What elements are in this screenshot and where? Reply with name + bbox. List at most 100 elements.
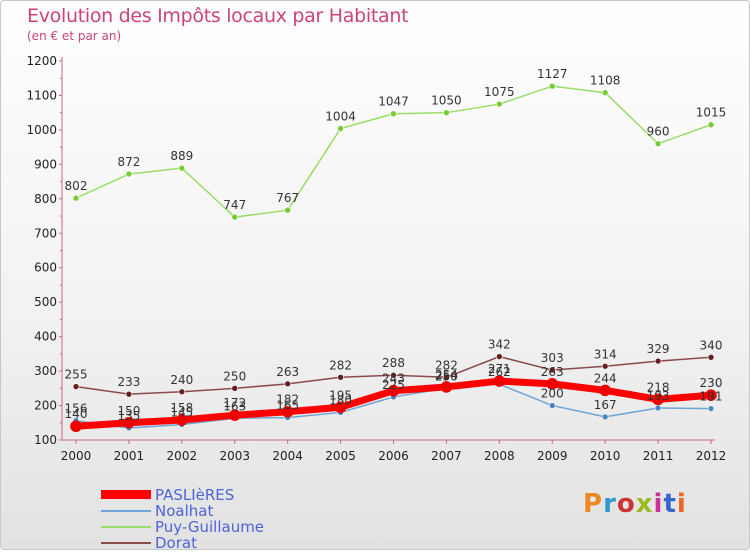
data-label-dorat: 303 [541, 351, 564, 365]
series-layer [70, 82, 717, 433]
data-point-puy-guillaume [72, 194, 80, 202]
data-label-puy-guillaume: 872 [117, 155, 140, 169]
data-label-puy-guillaume: 1004 [325, 110, 356, 124]
data-point-puy-guillaume [548, 82, 556, 90]
y-tick-label: 100 [34, 433, 57, 447]
x-tick-label: 2002 [167, 449, 198, 463]
legend-swatch [101, 510, 151, 512]
data-label-pasli-res: 150 [117, 404, 140, 418]
data-point-pasli-res [705, 389, 717, 402]
y-tick-label: 700 [34, 226, 57, 240]
data-label-noalhat: 165 [276, 399, 299, 413]
data-point-dorat [72, 383, 80, 390]
x-tick-label: 2009 [537, 449, 568, 463]
x-tick-label: 2001 [114, 449, 145, 463]
data-label-dorat: 342 [488, 338, 511, 352]
data-point-pasli-res [387, 384, 400, 397]
data-point-puy-guillaume [496, 100, 503, 108]
data-label-pasli-res: 158 [170, 401, 193, 415]
data-label-pasli-res: 230 [700, 376, 723, 390]
data-label-puy-guillaume: 1050 [431, 94, 462, 108]
legend-label: Noalhat [155, 502, 214, 520]
x-tick-label: 2007 [431, 449, 462, 463]
data-label-noalhat: 193 [647, 389, 670, 403]
legend-swatch [101, 542, 151, 544]
data-point-dorat [231, 385, 239, 392]
data-label-dorat: 263 [276, 365, 299, 379]
data-label-pasli-res: 172 [223, 396, 246, 410]
y-tick-label: 900 [34, 157, 57, 171]
logo-letter: i [653, 489, 664, 519]
data-point-dorat [548, 366, 556, 374]
legend-swatch [101, 526, 151, 528]
data-label-dorat: 329 [647, 342, 670, 356]
x-tick-label: 2012 [696, 449, 727, 463]
data-point-dorat [178, 388, 186, 396]
x-tick-label: 2006 [378, 449, 409, 463]
x-tick-label: 2003 [219, 449, 250, 463]
data-label-pasli-res: 254 [435, 368, 458, 382]
data-labels-layer: 802 872 889 747 767 1004 1047 1050 1075 1127 1108 9… [65, 67, 727, 423]
data-label-puy-guillaume: 1127 [537, 67, 568, 81]
data-point-pasli-res [546, 378, 559, 390]
data-label-noalhat: 145 [170, 405, 193, 419]
y-tick-label: 600 [34, 261, 57, 275]
data-point-noalhat [601, 413, 609, 421]
data-label-dorat: 288 [382, 356, 405, 370]
data-label-puy-guillaume: 767 [276, 191, 299, 205]
data-label-noalhat: 163 [223, 399, 246, 413]
data-label-noalhat: 262 [488, 365, 511, 379]
data-label-dorat: 240 [170, 373, 193, 387]
data-point-noalhat [707, 405, 715, 412]
y-tick-label: 1200 [26, 54, 57, 68]
data-label-pasli-res: 195 [329, 388, 352, 402]
data-label-dorat: 314 [594, 347, 617, 361]
data-label-puy-guillaume: 1015 [696, 106, 727, 120]
data-point-pasli-res [281, 405, 294, 418]
data-label-pasli-res: 271 [488, 362, 511, 376]
data-point-pasli-res [334, 401, 347, 414]
data-label-pasli-res: 263 [541, 365, 564, 379]
data-point-puy-guillaume [390, 110, 397, 118]
data-label-noalhat: 135 [117, 409, 140, 423]
chart-subtitle: (en € et par an) [27, 29, 122, 43]
data-point-pasli-res [440, 381, 453, 393]
data-label-puy-guillaume: 960 [647, 125, 670, 139]
data-label-pasli-res: 218 [647, 380, 670, 394]
data-label-dorat: 255 [65, 368, 88, 382]
logo-letter: P [583, 489, 604, 519]
logo-letter: t [663, 489, 677, 519]
data-label-noalhat: 191 [700, 390, 723, 404]
data-point-puy-guillaume [443, 109, 450, 116]
data-label-noalhat: 250 [435, 369, 458, 383]
data-point-dorat [337, 373, 344, 381]
data-point-pasli-res [493, 375, 506, 387]
data-point-puy-guillaume [601, 89, 609, 96]
data-point-dorat [443, 373, 450, 381]
data-point-dorat [390, 371, 397, 379]
legend-swatch [101, 490, 151, 499]
data-point-puy-guillaume [178, 164, 186, 172]
data-point-puy-guillaume [337, 125, 344, 132]
legend-label: PASLIèRES [155, 486, 235, 504]
y-tick-label: 500 [34, 295, 57, 309]
data-label-noalhat: 225 [382, 378, 405, 392]
data-point-dorat [496, 353, 503, 360]
legend-label: Puy-Guillaume [155, 518, 265, 536]
legend-label: Dorat [155, 534, 197, 552]
data-point-pasli-res [70, 420, 82, 433]
legend-item-noalhat: Noalhat [101, 502, 341, 520]
y-tick-label: 200 [34, 399, 57, 413]
data-label-pasli-res: 140 [65, 407, 88, 421]
data-label-dorat: 250 [223, 369, 246, 383]
data-label-puy-guillaume: 747 [223, 198, 246, 212]
data-label-dorat: 282 [329, 358, 352, 372]
data-label-noalhat: 156 [65, 402, 88, 416]
y-tick-label: 1000 [26, 123, 57, 137]
data-label-puy-guillaume: 1047 [378, 95, 409, 109]
data-point-pasli-res [652, 393, 664, 406]
x-tick-label: 2000 [61, 449, 92, 463]
x-tick-label: 2004 [272, 449, 303, 463]
